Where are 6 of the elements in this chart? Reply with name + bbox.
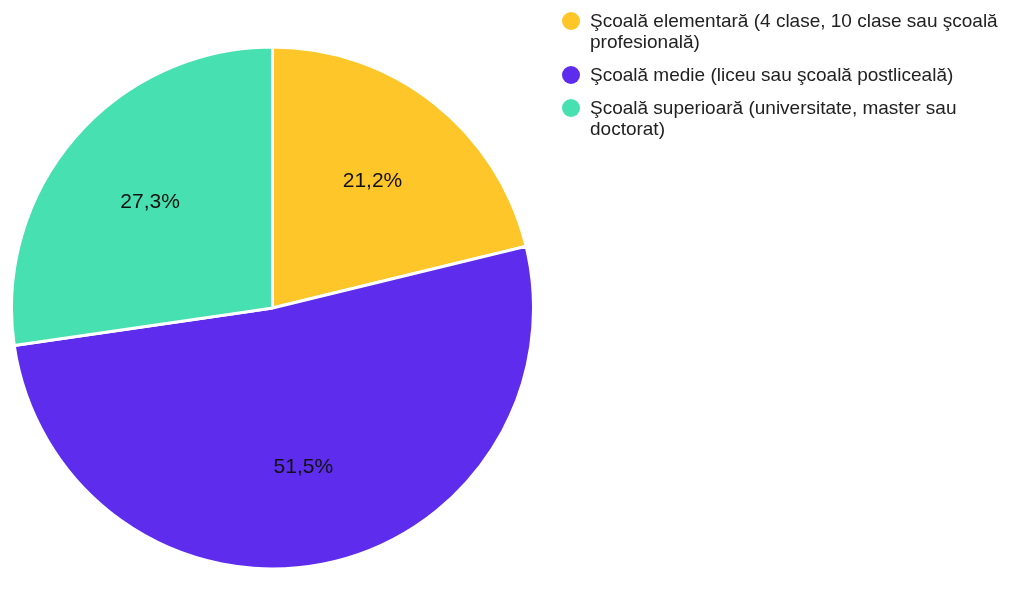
legend-label: Şcoală medie (liceu sau şcoală postliceală) [590, 64, 954, 85]
legend-label: Şcoală elementară (4 clase, 10 clase sau şcoală profesională) [590, 10, 999, 52]
data-label: 21,2% [342, 167, 403, 191]
data-label: 27,3% [120, 188, 180, 212]
legend-label: Şcoală superioară (universitate, master sau doctorat) [590, 97, 958, 139]
data-label: 51,5% [273, 453, 334, 477]
